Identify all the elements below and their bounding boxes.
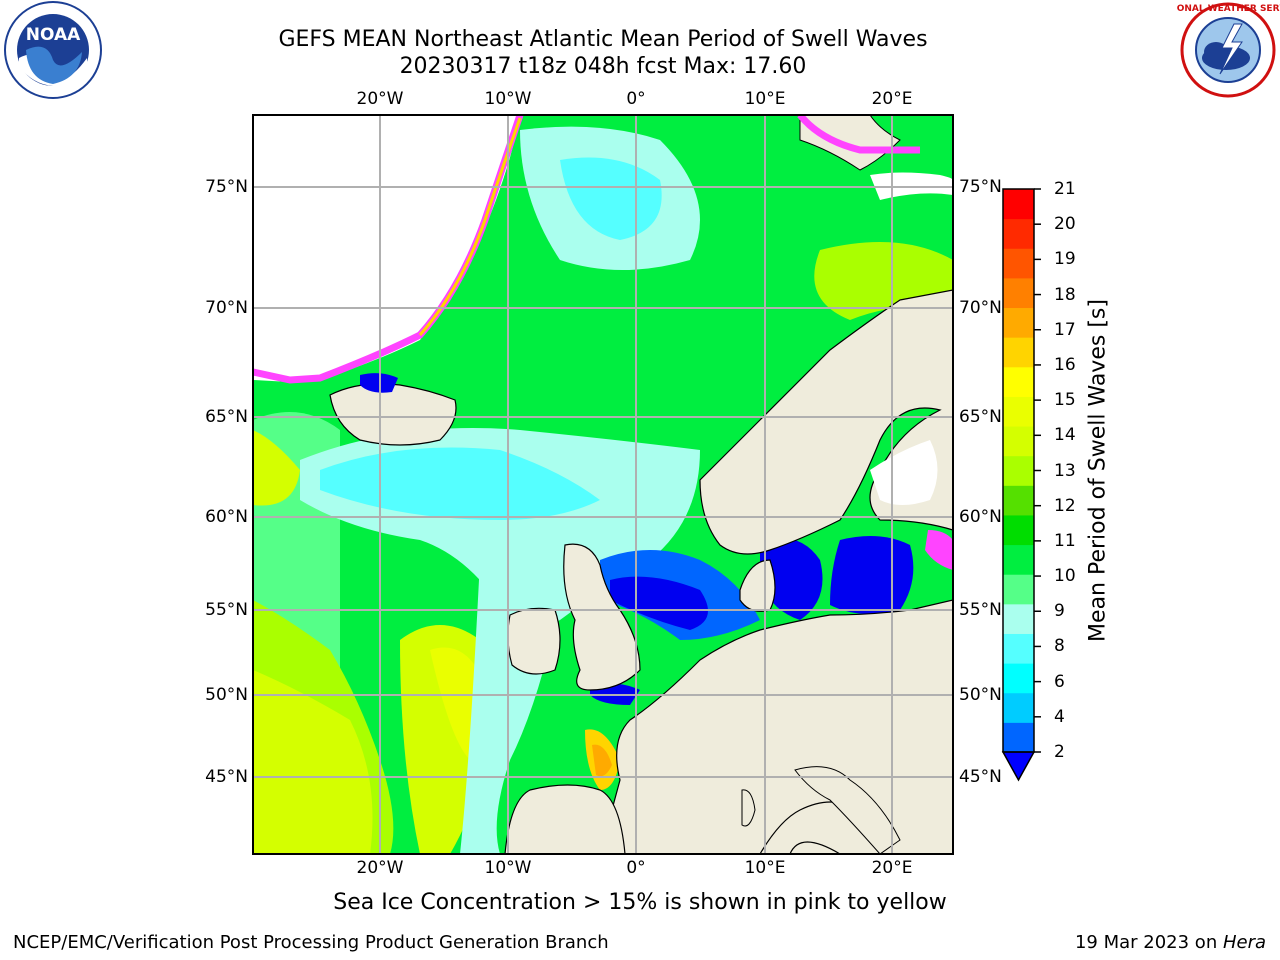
- lon-label-bottom: 20°W: [356, 858, 404, 878]
- greenland-land: [253, 115, 460, 350]
- svalbard-land: [799, 115, 901, 171]
- colorbar-tick-label: 14: [1054, 425, 1076, 446]
- colorbar-segment: [1003, 574, 1034, 605]
- colorbar: [1001, 188, 1041, 782]
- chart-title: GEFS MEAN Northeast Atlantic Mean Period…: [278, 27, 928, 52]
- lat-label-right: 45°N: [959, 767, 1002, 787]
- ocean-baltic-east: [830, 536, 914, 614]
- italy-land: [794, 766, 901, 854]
- colorbar-tick-label: 2: [1054, 742, 1065, 762]
- lon-label-top: 0°: [626, 89, 646, 109]
- colorbar-tick-label: 18: [1054, 284, 1076, 305]
- colorbar-tick-label: 12: [1054, 495, 1076, 516]
- lat-label-left: 65°N: [205, 407, 248, 427]
- lon-label-bottom: 20°E: [871, 858, 913, 878]
- lat-label-right: 55°N: [959, 600, 1002, 620]
- colorbar-segment: [1003, 692, 1034, 723]
- footer-machine: Hera: [1222, 932, 1266, 953]
- colorbar-tick-label: 6: [1054, 671, 1065, 692]
- colorbar-segment: [1003, 722, 1034, 753]
- colorbar-tick-label: 11: [1054, 530, 1076, 551]
- lat-label-right: 50°N: [959, 685, 1002, 705]
- colorbar-segment: [1003, 455, 1034, 486]
- sea-ice-edge-svalbard: [797, 115, 920, 154]
- footer-date: 19 Mar 2023 on Hera: [1075, 932, 1266, 953]
- denmark-land: [739, 559, 776, 612]
- map-graticule: [253, 115, 953, 854]
- lon-label-bottom: 10°W: [484, 858, 532, 878]
- colorbar-segment: [1003, 396, 1034, 427]
- colorbar-tick-label: 8: [1054, 636, 1065, 657]
- lon-label-bottom: 0°: [626, 858, 646, 878]
- footer-credit: NCEP/EMC/Verification Post Processing Pr…: [13, 932, 609, 953]
- lat-label-left: 50°N: [205, 685, 248, 705]
- footer-date-text: 19 Mar 2023 on: [1074, 932, 1223, 953]
- lon-label-top: 10°W: [484, 89, 532, 109]
- colorbar-segment: [1003, 544, 1034, 575]
- chart-subtitle: 20230317 t18z 048h fcst Max: 17.60: [399, 54, 807, 79]
- colorbar-segment: [1003, 426, 1034, 457]
- colorbar-tick-label: 19: [1054, 249, 1076, 270]
- colorbar-segment: [1003, 248, 1034, 279]
- lon-label-bottom: 10°E: [744, 858, 786, 878]
- colorbar-tick-label: 20: [1054, 214, 1076, 235]
- lat-label-left: 45°N: [205, 767, 248, 787]
- colorbar-segment: [1003, 485, 1034, 516]
- colorbar-segment: [1003, 366, 1034, 397]
- gulf-of-bothnia-ice: [870, 440, 938, 505]
- lat-label-left: 75°N: [205, 177, 248, 197]
- colorbar-segment: [1003, 603, 1034, 634]
- colorbar-tick-label: 16: [1054, 354, 1076, 375]
- ireland-land: [507, 607, 561, 675]
- corsica-land: [741, 789, 756, 827]
- colorbar-segment: [1003, 663, 1034, 694]
- sea-ice-gulf-of-finland: [925, 530, 953, 570]
- colorbar-segment: [1003, 633, 1034, 664]
- colorbar-tick-label: 9: [1054, 601, 1065, 622]
- colorbar-tick-label: 17: [1054, 319, 1076, 340]
- colorbar-segment: [1003, 337, 1034, 368]
- lon-label-top: 20°W: [356, 89, 404, 109]
- colorbar-tick-label: 15: [1054, 390, 1076, 411]
- great-britain-land: [563, 543, 641, 691]
- lat-label-right: 75°N: [959, 177, 1002, 197]
- ocean-swell-14-mid: [430, 647, 479, 760]
- ocean-biscay-17: [592, 744, 612, 777]
- colorbar-segment: [1003, 218, 1034, 249]
- lat-label-left: 60°N: [205, 507, 248, 527]
- nws-logo-text: NATIONAL WEATHER SERVICE: [1176, 4, 1280, 14]
- map-field: [253, 115, 953, 854]
- lat-label-right: 60°N: [959, 507, 1002, 527]
- nws-logo: NATIONAL WEATHER SERVICE: [1176, 2, 1280, 98]
- colorbar-segment: [1003, 307, 1034, 338]
- colorbar-label-text: Mean Period of Swell Waves [s]: [1085, 299, 1111, 642]
- colorbar-segment: [1003, 277, 1034, 309]
- ocean-baltic-west: [760, 537, 823, 620]
- lon-label-top: 20°E: [871, 89, 913, 109]
- sea-ice-caption: Sea Ice Concentration > 15% is shown in …: [333, 890, 947, 915]
- colorbar-extend-triangle: [1001, 751, 1036, 782]
- noaa-logo-text: NOAA: [26, 25, 81, 45]
- ocean-swell-8-central: [320, 447, 600, 520]
- ocean-north-sea-lowest: [610, 576, 708, 630]
- colorbar-segment: [1003, 514, 1034, 546]
- ocean-swell-13-sw: [253, 670, 373, 854]
- colorbar-tick-label: 21: [1054, 179, 1076, 199]
- lon-label-top: 10°E: [744, 89, 786, 109]
- lat-label-left: 55°N: [205, 600, 248, 620]
- iberia-land: [504, 784, 626, 854]
- map-frame: [252, 114, 954, 855]
- colorbar-segment: [1003, 189, 1034, 220]
- lat-label-right: 65°N: [959, 407, 1002, 427]
- colorbar-tick-label: 13: [1054, 460, 1076, 481]
- lat-label-right: 70°N: [959, 298, 1002, 318]
- lat-label-left: 70°N: [205, 298, 248, 318]
- ocean-swell-13-west: [253, 430, 300, 506]
- colorbar-tick-label: 4: [1054, 706, 1065, 727]
- colorbar-tick-label: 10: [1054, 566, 1076, 587]
- sea-ice-edge-greenland-yellow: [418, 117, 522, 336]
- noaa-logo: NOAA: [4, 1, 102, 99]
